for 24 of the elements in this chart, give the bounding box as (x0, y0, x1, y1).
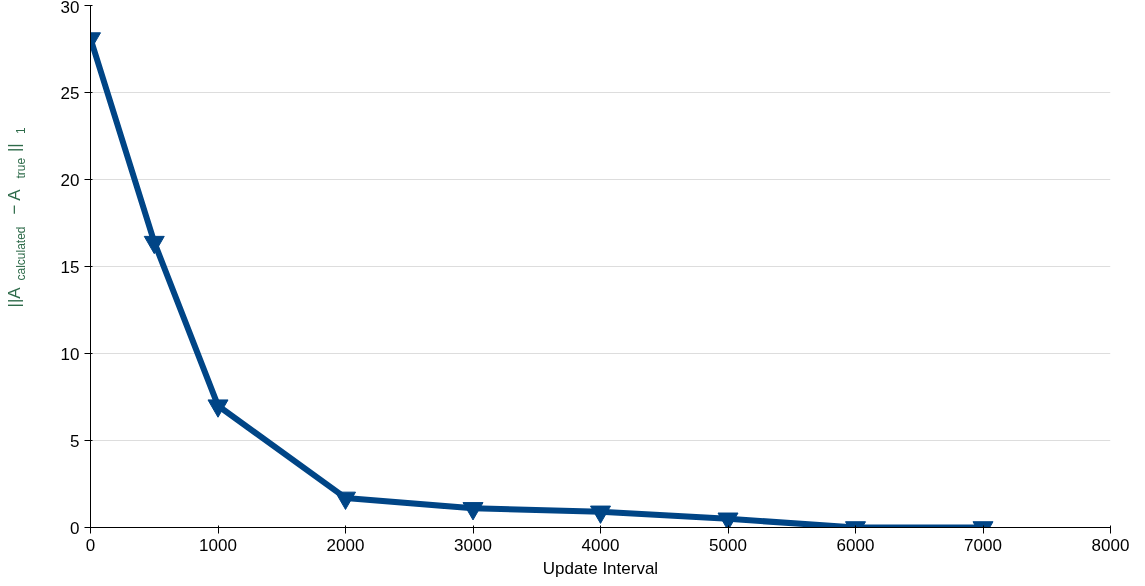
y-tick-label: 15 (60, 257, 80, 277)
y-tick-label: 5 (70, 431, 80, 451)
y-tick-label: 0 (70, 518, 80, 538)
y-tick-label: 30 (60, 0, 80, 17)
point (335, 491, 356, 510)
x-tick-label: 1000 (199, 535, 237, 555)
point (590, 505, 611, 524)
y-tick-label: 20 (60, 170, 80, 190)
x-tick-label: 0 (85, 535, 96, 555)
point (207, 399, 229, 418)
point (717, 512, 739, 528)
y-tick-label: 25 (60, 83, 80, 103)
point (143, 235, 165, 255)
x-tick-label: 8000 (1091, 535, 1130, 555)
x-tick-label: 4000 (581, 535, 620, 555)
y-tick-label: 10 (60, 344, 80, 364)
point (462, 502, 484, 521)
x-tick-label: 3000 (454, 535, 492, 555)
x-tick-label: 7000 (964, 535, 1002, 555)
x-tick-label: 2000 (326, 535, 365, 555)
x-tick-label: 5000 (709, 535, 747, 555)
x-tick-label: 6000 (836, 535, 875, 555)
y-axis-title: ||Acalculated − Atrue||1 (5, 127, 28, 308)
x-axis-title: Update Interval (542, 558, 659, 578)
